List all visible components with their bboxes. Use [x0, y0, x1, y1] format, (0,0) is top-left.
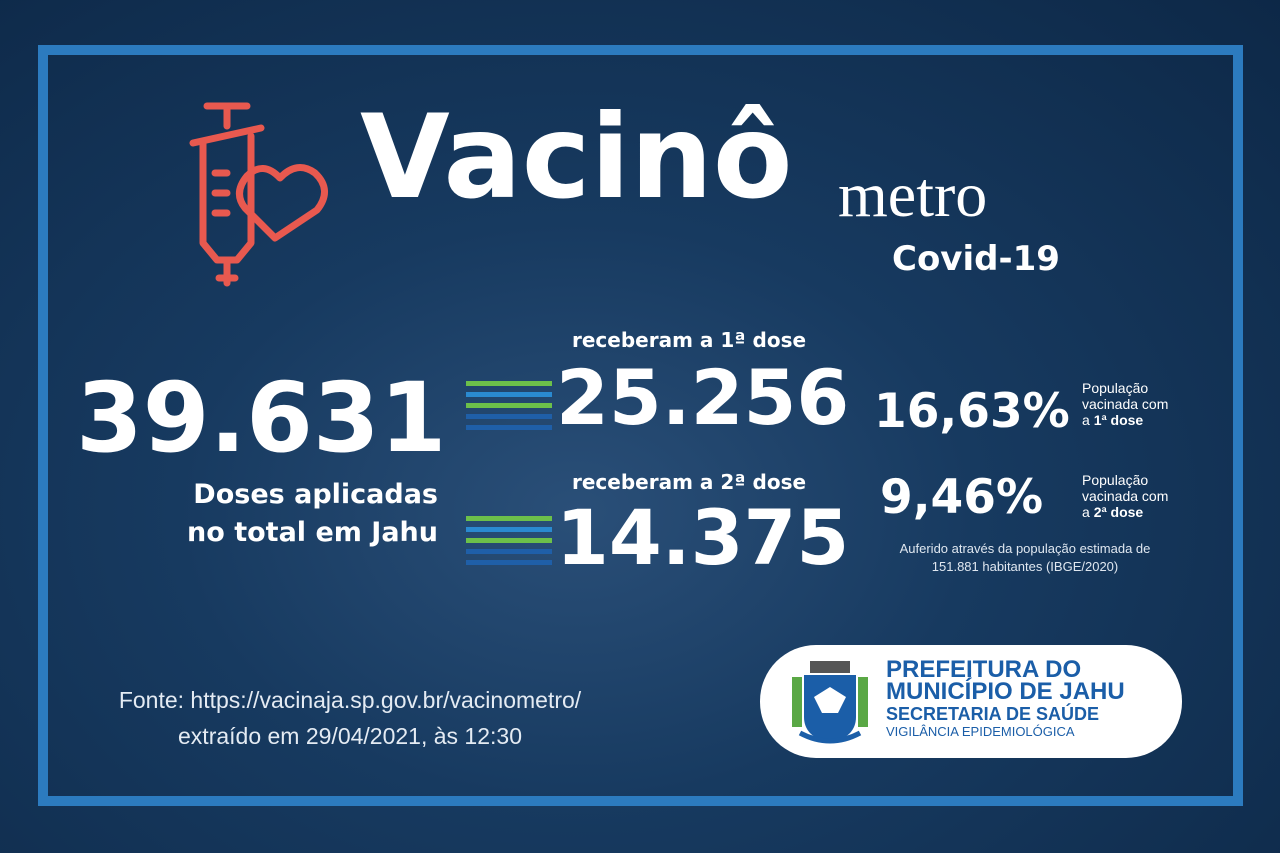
- dose-desc-line: População: [1082, 380, 1149, 396]
- dose-value: 14.375: [556, 493, 850, 582]
- dose-desc: População vacinada com a 1ª dose: [1082, 380, 1168, 428]
- source-line: extraído em 29/04/2021, às 12:30: [178, 723, 522, 749]
- dose-label: receberam a 1ª dose: [572, 328, 807, 352]
- dose-percent: 9,46%: [880, 470, 1044, 525]
- logo-line: MUNICÍPIO DE JAHU: [886, 678, 1125, 705]
- source-line: Fonte: https://vacinaja.sp.gov.br/vacino…: [118, 687, 582, 713]
- syringe-heart-icon: [189, 102, 328, 287]
- dose-percent: 16,63%: [874, 384, 1070, 439]
- dose-desc-bold: 1ª dose: [1093, 412, 1144, 428]
- dose-desc-bold: 2ª dose: [1093, 504, 1144, 520]
- note-line: Auferido através da população estimada d…: [899, 541, 1151, 556]
- total-label-line: no total em Jahu: [187, 517, 438, 548]
- dose-desc-prefix: a: [1082, 412, 1090, 428]
- note: Auferido através da população estimada d…: [870, 540, 1180, 576]
- dose-desc-line: vacinada com: [1082, 396, 1169, 412]
- logo-line: VIGILÂNCIA EPIDEMIOLÓGICA: [886, 724, 1075, 739]
- source: Fonte: https://vacinaja.sp.gov.br/vacino…: [60, 682, 640, 754]
- total-label-line: Doses aplicadas: [193, 479, 438, 510]
- dose-value: 25.256: [556, 353, 850, 442]
- frame: [38, 45, 1243, 806]
- dose-desc-prefix: a: [1082, 504, 1090, 520]
- total-label: Doses aplicadas no total em Jahu: [187, 476, 438, 552]
- note-line: 151.881 habitantes (IBGE/2020): [931, 559, 1119, 574]
- total-value: 39.631: [76, 362, 447, 474]
- title-suffix: metro: [838, 159, 988, 230]
- subtitle: Covid-19: [892, 239, 1060, 279]
- stripes: [466, 516, 552, 571]
- dose-desc: População vacinada com a 2ª dose: [1082, 472, 1168, 520]
- logo-line: PREFEITURA DO: [886, 656, 1082, 683]
- logo-crest: [792, 661, 868, 744]
- dose-label: receberam a 2ª dose: [572, 470, 807, 494]
- stripes: [466, 381, 552, 436]
- dose-desc-line: a 2ª dose: [1082, 504, 1168, 520]
- logo-line: SECRETARIA DE SAÚDE: [886, 704, 1100, 724]
- title: Vacinô: [360, 90, 793, 225]
- dose-desc-line: vacinada com: [1082, 488, 1169, 504]
- dose-desc-line: População: [1082, 472, 1149, 488]
- logo-text: PREFEITURA DO MUNICÍPIO DE JAHU SECRETAR…: [886, 656, 1125, 739]
- dose-desc-line: a 1ª dose: [1082, 412, 1168, 428]
- logo-badge: PREFEITURA DO MUNICÍPIO DE JAHU SECRETAR…: [760, 645, 1182, 758]
